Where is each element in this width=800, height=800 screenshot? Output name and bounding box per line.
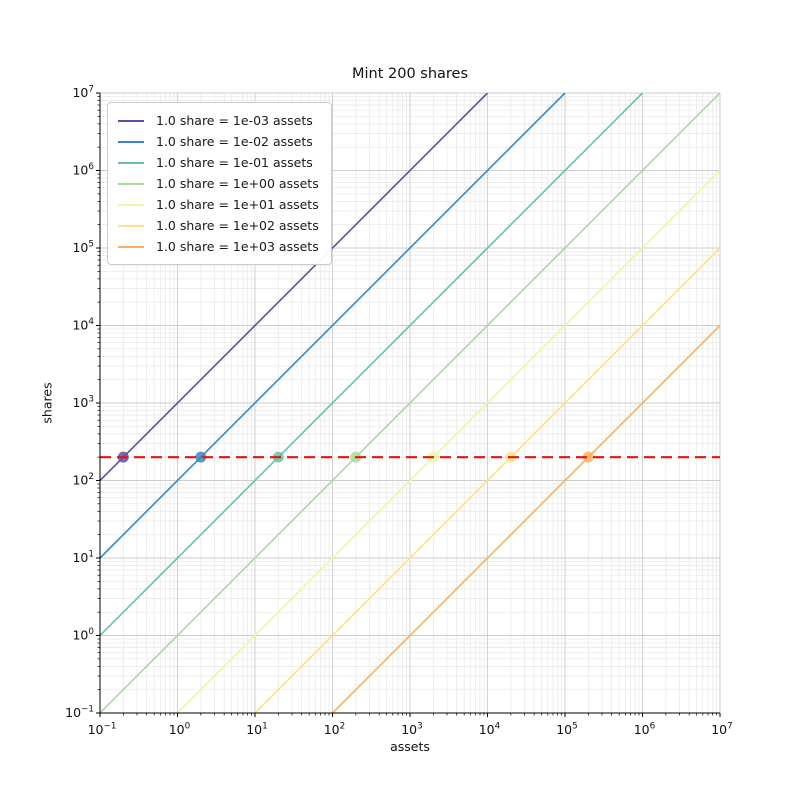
x-tick-label: 103 xyxy=(401,722,423,738)
legend-item: 1.0 share = 1e+03 assets xyxy=(114,236,319,257)
x-tick-label: 101 xyxy=(246,722,268,738)
y-tick-label: 10−1 xyxy=(65,705,94,721)
legend-item: 1.0 share = 1e+02 assets xyxy=(114,215,319,236)
data-point xyxy=(582,451,594,463)
x-tick-label: 105 xyxy=(556,722,578,738)
series-line xyxy=(254,247,720,713)
chart-title: Mint 200 shares xyxy=(351,66,469,82)
legend-item: 1.0 share = 1e-03 assets xyxy=(114,110,319,131)
legend-line-swatch xyxy=(118,140,144,143)
legend-line-swatch xyxy=(118,119,144,122)
legend-label: 1.0 share = 1e+03 assets xyxy=(156,239,319,254)
legend-item: 1.0 share = 1e-02 assets xyxy=(114,131,319,152)
x-axis-label: assets xyxy=(390,739,430,754)
y-tick-label: 101 xyxy=(72,550,94,566)
y-tick-label: 104 xyxy=(72,317,94,333)
y-tick-label: 107 xyxy=(72,85,94,101)
x-tick-label: 100 xyxy=(169,722,191,738)
legend-label: 1.0 share = 1e+00 assets xyxy=(156,176,319,191)
y-tick-label: 103 xyxy=(72,395,94,411)
legend-label: 1.0 share = 1e-03 assets xyxy=(156,113,313,128)
series-line xyxy=(100,93,644,637)
legend-line-swatch xyxy=(118,224,144,227)
series-line xyxy=(100,93,720,713)
x-tick-label: 107 xyxy=(711,722,733,738)
x-tick-label: 10−1 xyxy=(88,722,117,738)
series-line xyxy=(100,93,566,559)
x-tick-label: 106 xyxy=(634,722,656,738)
series-line xyxy=(176,169,720,713)
legend-item: 1.0 share = 1e+01 assets xyxy=(114,194,319,215)
y-tick-label: 100 xyxy=(72,627,94,643)
x-tick-label: 102 xyxy=(324,722,346,738)
legend-item: 1.0 share = 1e+00 assets xyxy=(114,173,319,194)
legend-label: 1.0 share = 1e+01 assets xyxy=(156,197,319,212)
legend-label: 1.0 share = 1e-01 assets xyxy=(156,155,313,170)
legend-label: 1.0 share = 1e+02 assets xyxy=(156,218,319,233)
legend-line-swatch xyxy=(118,161,144,164)
data-point xyxy=(195,451,207,463)
legend-line-swatch xyxy=(118,245,144,248)
legend: 1.0 share = 1e-03 assets 1.0 share = 1e-0… xyxy=(107,102,332,265)
y-tick-label: 102 xyxy=(72,472,94,488)
series-line xyxy=(100,93,489,482)
legend-label: 1.0 share = 1e-02 assets xyxy=(156,134,313,149)
y-tick-label: 105 xyxy=(72,240,94,256)
legend-item: 1.0 share = 1e-01 assets xyxy=(114,152,319,173)
y-axis-label: shares xyxy=(39,382,55,424)
legend-line-swatch xyxy=(118,203,144,206)
legend-line-swatch xyxy=(118,182,144,185)
y-tick-label: 106 xyxy=(72,162,94,178)
x-tick-label: 104 xyxy=(479,722,501,738)
series-line xyxy=(331,324,720,713)
